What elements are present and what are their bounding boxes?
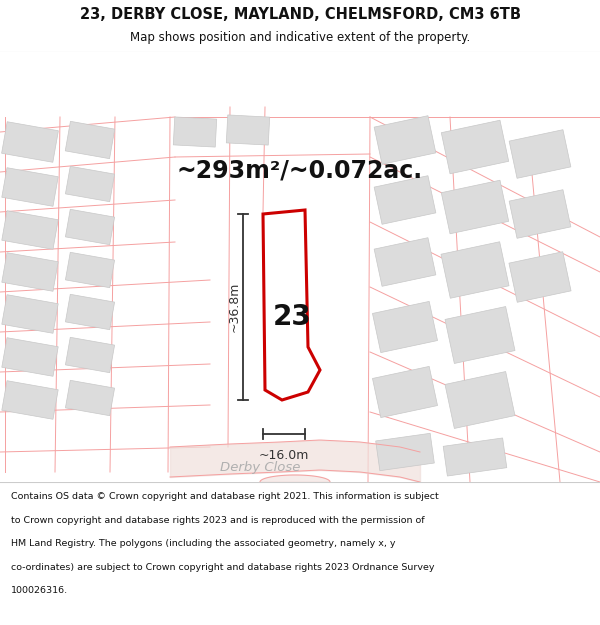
Bar xyxy=(2,122,58,162)
Bar xyxy=(374,116,436,164)
Bar xyxy=(173,117,217,147)
Bar xyxy=(445,306,515,364)
Bar xyxy=(2,168,58,206)
Bar xyxy=(2,211,58,249)
Bar xyxy=(374,238,436,286)
Bar xyxy=(2,338,58,376)
Text: ~16.0m: ~16.0m xyxy=(259,449,309,462)
Text: 100026316.: 100026316. xyxy=(11,586,68,596)
Bar xyxy=(226,115,270,145)
Polygon shape xyxy=(263,210,320,400)
Bar xyxy=(2,295,58,333)
Bar xyxy=(373,366,437,418)
Text: Derby Close: Derby Close xyxy=(220,461,300,474)
Text: co-ordinates) are subject to Crown copyright and database rights 2023 Ordnance S: co-ordinates) are subject to Crown copyr… xyxy=(11,562,434,572)
Text: 23, DERBY CLOSE, MAYLAND, CHELMSFORD, CM3 6TB: 23, DERBY CLOSE, MAYLAND, CHELMSFORD, CM… xyxy=(79,7,521,22)
Bar xyxy=(65,253,115,288)
Bar xyxy=(443,438,507,476)
Bar xyxy=(441,120,509,174)
Bar xyxy=(65,121,115,159)
Bar xyxy=(373,301,437,352)
Polygon shape xyxy=(260,475,330,482)
Text: to Crown copyright and database rights 2023 and is reproduced with the permissio: to Crown copyright and database rights 2… xyxy=(11,516,424,524)
Bar xyxy=(374,176,436,224)
Text: Contains OS data © Crown copyright and database right 2021. This information is : Contains OS data © Crown copyright and d… xyxy=(11,492,439,501)
Bar xyxy=(65,380,115,416)
Text: Map shows position and indicative extent of the property.: Map shows position and indicative extent… xyxy=(130,31,470,44)
Bar xyxy=(441,180,509,234)
Bar xyxy=(65,338,115,372)
Text: HM Land Registry. The polygons (including the associated geometry, namely x, y: HM Land Registry. The polygons (includin… xyxy=(11,539,395,548)
Text: ~293m²/~0.072ac.: ~293m²/~0.072ac. xyxy=(177,158,423,182)
Bar xyxy=(509,252,571,302)
Bar xyxy=(65,294,115,330)
Bar xyxy=(376,433,434,471)
Bar xyxy=(445,371,515,429)
Bar xyxy=(509,190,571,238)
Text: 23: 23 xyxy=(272,303,311,331)
Bar xyxy=(441,242,509,298)
Bar xyxy=(65,209,115,245)
Bar xyxy=(2,253,58,291)
Bar xyxy=(2,381,58,419)
Bar xyxy=(65,166,115,202)
Bar xyxy=(509,130,571,178)
Text: ~36.8m: ~36.8m xyxy=(227,282,241,332)
